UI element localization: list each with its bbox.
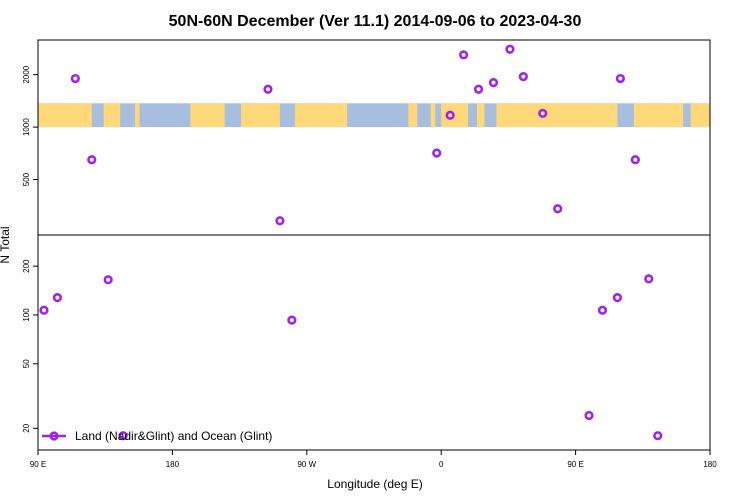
legend-label: Land (Nadir&Glint) and Ocean (Glint) <box>75 429 272 443</box>
map-land-region <box>430 103 436 128</box>
data-point <box>653 431 663 441</box>
plot-frame <box>37 39 711 451</box>
data-point <box>52 292 63 303</box>
data-point <box>630 155 640 165</box>
x-axis: 90 E 180 90 W 0 90 E 180 <box>30 450 717 469</box>
y-tick-label: 2000 <box>22 65 31 83</box>
map-land-region <box>477 103 485 128</box>
map-land-region <box>38 103 92 128</box>
data-point <box>459 50 469 60</box>
y-tick-label: 1000 <box>22 118 31 136</box>
data-point <box>432 148 442 158</box>
map-land-region <box>190 103 225 128</box>
y-tick-label: 200 <box>22 259 31 273</box>
map-land-region <box>135 103 140 128</box>
x-axis-label: Longitude (deg E) <box>327 477 422 491</box>
data-point <box>584 410 594 421</box>
map-land-region <box>408 103 418 128</box>
data-point <box>275 216 285 226</box>
y-tick-label: 50 <box>22 359 31 368</box>
data-point <box>553 204 563 214</box>
x-tick-label: 90 W <box>297 460 316 469</box>
upper-y-axis: 500 1000 2000 <box>22 65 38 186</box>
data-point <box>287 315 297 325</box>
y-tick-label: 500 <box>22 172 31 186</box>
y-tick-label: 100 <box>22 308 31 322</box>
legend: Land (Nadir&Glint) and Ocean (Glint) <box>42 429 272 443</box>
map-land-region <box>103 103 121 128</box>
data-point <box>518 71 528 82</box>
y-tick-label: 20 <box>22 423 31 432</box>
data-point <box>473 84 484 94</box>
world-map-strip <box>38 103 710 128</box>
data-points <box>39 44 663 441</box>
data-point <box>263 84 273 94</box>
data-point <box>505 44 515 54</box>
data-point <box>70 73 80 84</box>
data-point <box>597 305 608 315</box>
data-point <box>488 78 499 88</box>
lower-y-axis: 20 50 100 200 <box>22 259 38 433</box>
data-point <box>103 275 113 285</box>
map-land-region <box>496 103 618 128</box>
map-land-region <box>690 103 710 128</box>
legend-marker-swatch <box>49 431 59 441</box>
x-tick-label: 0 <box>439 460 444 469</box>
data-point <box>615 73 626 84</box>
data-point <box>612 292 623 303</box>
data-point <box>39 305 49 315</box>
data-point <box>118 431 128 441</box>
data-point <box>644 274 654 284</box>
data-point <box>87 155 97 165</box>
x-tick-label: 180 <box>703 460 717 469</box>
chart-title: 50N-60N December (Ver 11.1) 2014-09-06 t… <box>169 13 582 30</box>
y-axis-label: N Total <box>0 226 12 263</box>
x-tick-label: 90 E <box>567 460 583 469</box>
map-land-region <box>294 103 348 128</box>
x-tick-label: 180 <box>166 460 180 469</box>
map-land-region <box>633 103 684 128</box>
x-tick-label: 90 E <box>30 460 46 469</box>
data-point <box>445 110 455 120</box>
map-land-region <box>241 103 280 128</box>
data-point <box>538 108 548 118</box>
